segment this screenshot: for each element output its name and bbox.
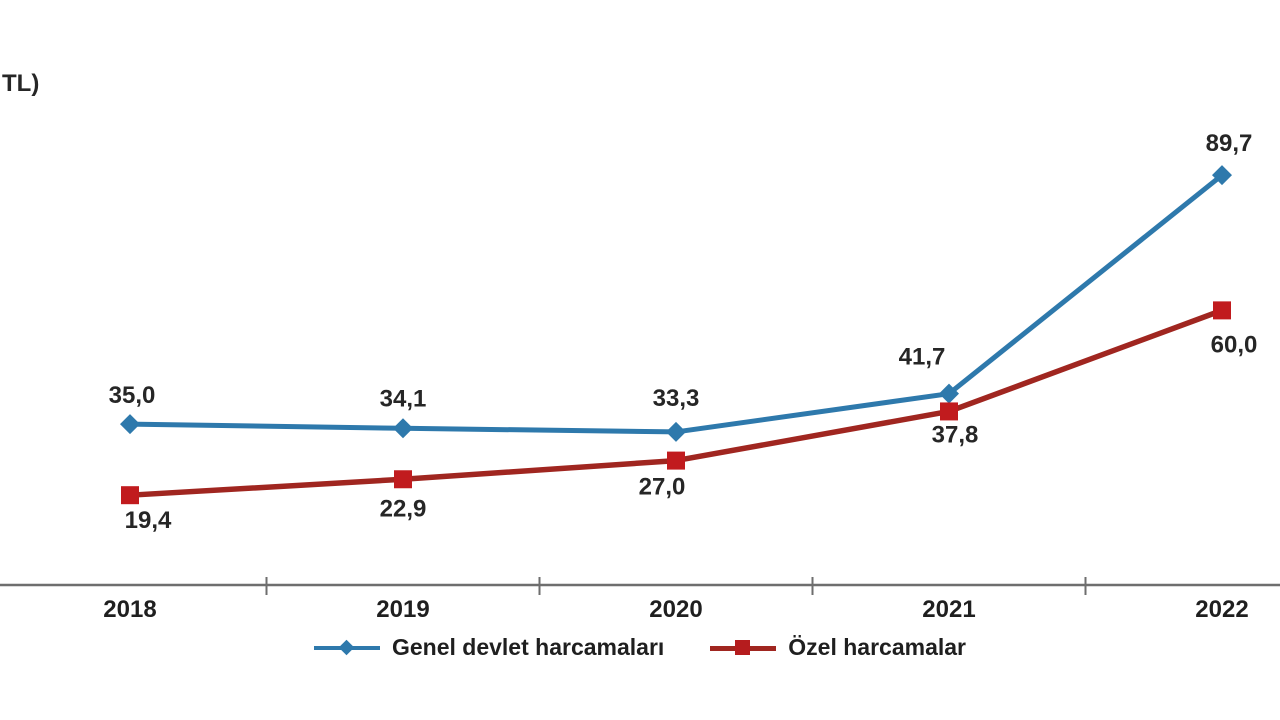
diamond-marker-icon	[939, 383, 959, 404]
diamond-marker-icon	[120, 414, 140, 435]
x-axis-label-2022: 2022	[1195, 596, 1248, 623]
legend-label: Özel harcamalar	[788, 634, 967, 660]
data-label: 33,3	[653, 385, 700, 412]
data-label: 35,0	[109, 382, 156, 409]
legend-label: Genel devlet harcamaları	[391, 634, 665, 660]
legend-item-ozel-harcamalar: Özel harcamalar	[710, 634, 966, 661]
square-marker-icon	[121, 486, 139, 505]
data-label: 19,4	[125, 507, 172, 534]
data-label: 37,8	[932, 421, 979, 448]
data-label: 27,0	[639, 474, 686, 501]
data-label: 41,7	[899, 344, 946, 371]
data-label: 34,1	[380, 385, 427, 412]
red-line-square-marker-icon	[710, 639, 777, 656]
square-marker-icon	[667, 451, 685, 470]
diamond-marker-icon	[666, 421, 686, 442]
x-axis-label-2020: 2020	[649, 596, 702, 623]
diamond-marker-icon	[393, 418, 413, 439]
chart-legend: Genel devlet harcamaları Özel harcamalar	[0, 634, 1280, 661]
data-label: 60,0	[1211, 331, 1258, 358]
legend-item-genel-devlet-harcamalari: Genel devlet harcamaları	[313, 634, 665, 661]
x-axis-label-2018: 2018	[103, 596, 156, 623]
square-marker-icon	[940, 402, 958, 421]
blue-line-diamond-marker-icon	[313, 639, 380, 656]
data-label: 22,9	[380, 495, 427, 522]
square-marker-icon	[1213, 301, 1231, 320]
diamond-marker-icon	[1212, 165, 1232, 186]
x-axis-label-2019: 2019	[376, 596, 429, 623]
square-marker-icon	[394, 470, 412, 489]
data-label: 89,7	[1206, 130, 1253, 157]
y-axis-unit-label: TL)	[2, 70, 40, 97]
x-axis-label-2021: 2021	[922, 596, 975, 623]
